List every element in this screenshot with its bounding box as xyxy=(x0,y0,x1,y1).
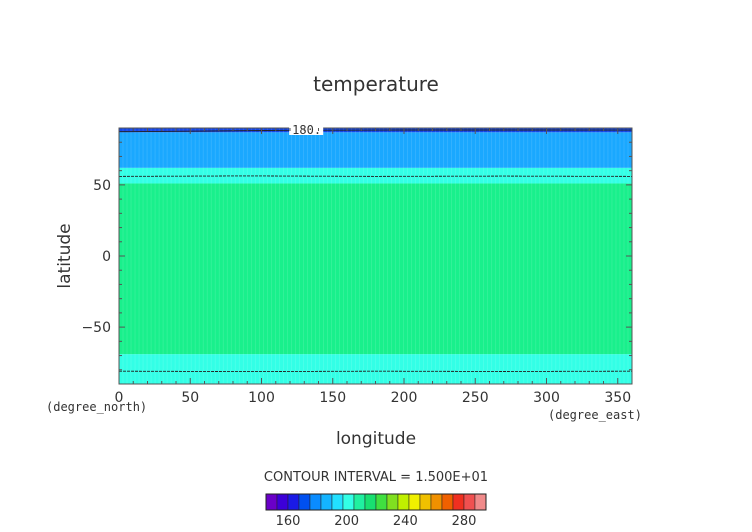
chart-title: temperature xyxy=(313,72,439,96)
colorbar-tick-label: 160 xyxy=(276,514,301,529)
colorbar-bin xyxy=(331,493,344,511)
heatmap-band-1 xyxy=(119,183,632,355)
colorbar-bin xyxy=(474,493,487,511)
contour-label-bg xyxy=(289,123,324,135)
y-axis-label: latitude xyxy=(55,223,75,288)
colorbar-bin xyxy=(430,493,443,511)
colorbar-tick-label: 280 xyxy=(452,514,477,529)
colorbar-bin xyxy=(320,493,333,511)
x-tick-label: 150 xyxy=(319,390,346,406)
x-tick-label: 350 xyxy=(604,390,631,406)
contour-label: 180. xyxy=(292,123,321,137)
colorbar-bin xyxy=(441,493,454,511)
colorbar-bin xyxy=(342,493,355,511)
heatmap-band-3 xyxy=(119,132,632,168)
colorbar-tick-label: 240 xyxy=(393,514,418,529)
colorbar-bin xyxy=(276,493,289,511)
x-unit-label: (degree_east) xyxy=(548,408,642,422)
colorbar-bin xyxy=(463,493,476,511)
x-tick-label: 0 xyxy=(115,390,124,406)
colorbar-bin xyxy=(397,493,410,511)
colorbar-bin xyxy=(353,493,366,511)
heatmap-band-2 xyxy=(119,167,632,184)
x-tick-label: 100 xyxy=(248,390,275,406)
x-tick-label: 250 xyxy=(462,390,489,406)
x-axis-label: longitude xyxy=(336,429,416,449)
contour-interval-text: CONTOUR INTERVAL = 1.500E+01 xyxy=(264,470,488,485)
colorbar-bin xyxy=(452,493,465,511)
colorbar-bin xyxy=(298,493,311,511)
colorbar-bin xyxy=(265,493,278,511)
colorbar-bin xyxy=(375,493,388,511)
y-unit-label: (degree_north) xyxy=(46,400,147,414)
colorbar-bin xyxy=(287,493,300,511)
x-tick-label: 50 xyxy=(181,390,199,406)
colorbar-bin xyxy=(309,493,322,511)
colorbar-bin xyxy=(364,493,377,511)
y-tick-label: 50 xyxy=(93,178,111,194)
colorbar-tick-label: 200 xyxy=(334,514,359,529)
colorbar-bin xyxy=(386,493,399,511)
x-tick-label: 300 xyxy=(533,390,560,406)
colorbar-bin xyxy=(419,493,432,511)
y-tick-label: 0 xyxy=(102,249,111,265)
contour-line xyxy=(118,175,633,177)
colorbar-bin xyxy=(408,493,421,511)
y-axis: −50 0 50 xyxy=(81,141,632,371)
heatmap-bands xyxy=(119,128,632,384)
contour-labels: 180. xyxy=(289,123,324,137)
colorbar: 160 200 240 280 xyxy=(265,493,487,529)
y-tick-label: −50 xyxy=(81,320,111,336)
colorbar-frame xyxy=(265,493,487,511)
x-tick-label: 200 xyxy=(391,390,418,406)
x-axis: 0 50 100 150 200 250 300 350 xyxy=(115,128,631,406)
